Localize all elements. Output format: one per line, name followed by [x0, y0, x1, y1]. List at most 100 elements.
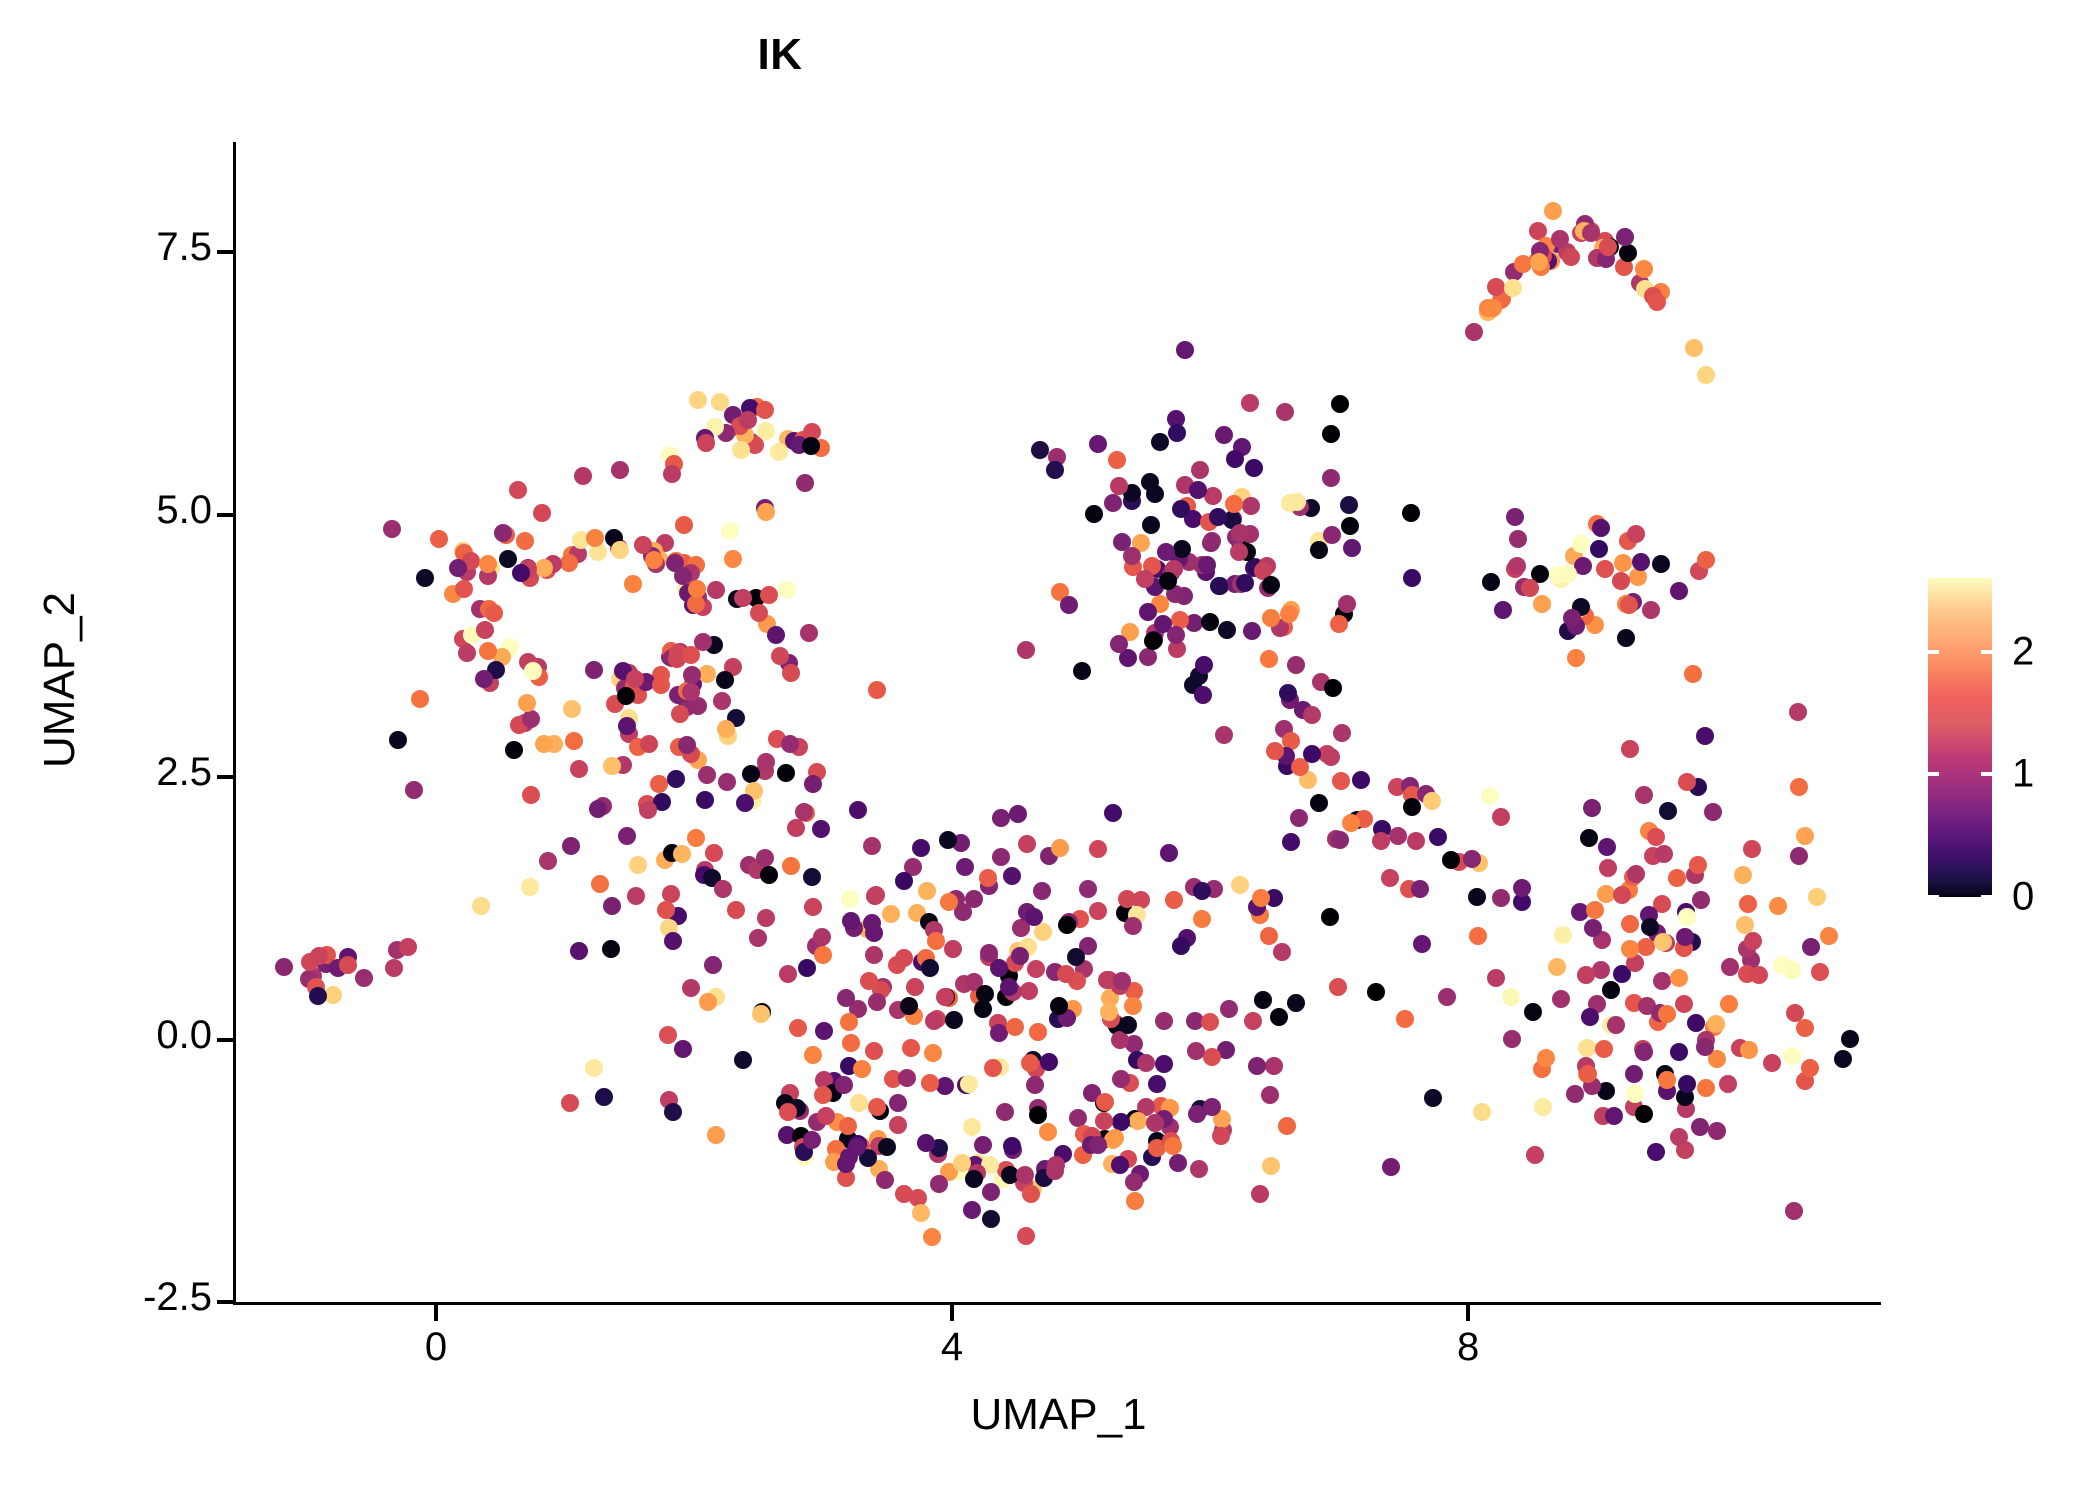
scatter-point — [1371, 831, 1390, 850]
scatter-point — [726, 900, 745, 919]
scatter-point — [1536, 1048, 1555, 1067]
scatter-point — [1612, 965, 1631, 984]
scatter-point — [714, 880, 733, 899]
scatter-point — [1677, 1074, 1696, 1093]
scatter-point — [1619, 596, 1638, 615]
scatter-point — [757, 752, 776, 771]
scatter-point — [1194, 685, 1213, 704]
scatter-point — [1125, 1034, 1144, 1053]
scatter-point — [1021, 1184, 1040, 1203]
scatter-point — [1186, 1041, 1205, 1060]
colorbar-tick-label: 1 — [2012, 751, 2035, 796]
scatter-point — [633, 535, 652, 554]
scatter-point — [1129, 1111, 1148, 1130]
scatter-point — [838, 1116, 857, 1135]
scatter-point — [1309, 793, 1328, 812]
scatter-point — [1103, 804, 1122, 823]
scatter-point — [1628, 567, 1647, 586]
scatter-point — [1166, 410, 1185, 429]
scatter-point — [1614, 258, 1633, 277]
scatter-point — [1508, 530, 1527, 549]
colorbar-gradient — [1928, 578, 1992, 897]
colorbar-tick-mark — [1928, 772, 1939, 777]
scatter-point — [1303, 705, 1322, 724]
scatter-point — [1412, 934, 1431, 953]
scatter-point — [1079, 937, 1098, 956]
scatter-point — [698, 992, 717, 1011]
scatter-point — [1785, 1202, 1804, 1221]
scatter-point — [1108, 451, 1127, 470]
scatter-point — [1078, 879, 1097, 898]
scatter-point — [1118, 889, 1137, 908]
scatter-point — [1637, 937, 1656, 956]
scatter-point — [1762, 1053, 1781, 1072]
colorbar-tick-mark — [1928, 895, 1939, 899]
scatter-point — [706, 580, 725, 599]
scatter-point — [734, 589, 753, 608]
scatter-point — [1189, 481, 1208, 500]
scatter-point — [1403, 568, 1422, 587]
scatter-point — [1625, 1064, 1644, 1083]
scatter-point — [1321, 748, 1340, 767]
scatter-point — [1352, 771, 1371, 790]
scatter-point — [924, 1044, 943, 1063]
scatter-point — [1275, 402, 1294, 421]
scatter-point — [534, 735, 553, 754]
scatter-point — [770, 647, 789, 666]
scatter-point — [664, 931, 683, 950]
scatter-point — [1773, 956, 1792, 975]
scatter-point — [1719, 994, 1738, 1013]
scatter-point — [1211, 1126, 1230, 1145]
scatter-point — [1011, 946, 1030, 965]
scatter-point — [1103, 494, 1122, 512]
scatter-point — [1341, 516, 1360, 535]
scatter-point — [1480, 787, 1499, 806]
scatter-point — [1739, 895, 1758, 914]
scatter-point — [841, 911, 860, 930]
scatter-point — [1132, 533, 1151, 552]
scatter-point — [1704, 802, 1723, 821]
scatter-point — [1066, 948, 1085, 967]
scatter-point — [1800, 1058, 1819, 1077]
scatter-point — [644, 551, 663, 570]
scatter-point — [617, 827, 636, 846]
scatter-point — [1647, 827, 1666, 846]
scatter-point — [1253, 990, 1272, 1009]
scatter-point — [1503, 1029, 1522, 1048]
scatter-point — [963, 1117, 982, 1136]
scatter-point — [1790, 846, 1809, 865]
scatter-point — [640, 734, 659, 753]
scatter-point — [1171, 937, 1190, 956]
scatter-point — [1331, 772, 1350, 791]
scatter-point — [533, 503, 551, 522]
scatter-point — [864, 946, 883, 965]
scatter-point — [989, 1024, 1008, 1043]
scatter-point — [748, 929, 767, 948]
scatter-point — [1697, 550, 1716, 569]
scatter-point — [1254, 562, 1273, 581]
scatter-point — [1620, 939, 1639, 958]
scatter-point — [1192, 910, 1211, 929]
x-tick-label: 4 — [940, 1325, 964, 1369]
scatter-point — [1616, 629, 1635, 648]
scatter-point — [1328, 978, 1347, 997]
scatter-point — [1618, 243, 1637, 262]
scatter-point — [588, 543, 607, 562]
scatter-point — [918, 881, 937, 900]
scatter-point — [742, 764, 761, 783]
scatter-point — [1514, 254, 1533, 273]
scatter-point — [1582, 224, 1601, 243]
scatter-point — [953, 1153, 972, 1172]
scatter-point — [781, 857, 800, 876]
scatter-point — [1236, 573, 1255, 592]
scatter-point — [1017, 835, 1036, 854]
scatter-point — [1407, 832, 1426, 851]
scatter-point — [673, 1040, 692, 1059]
scatter-point — [1039, 1053, 1058, 1072]
scatter-point — [733, 1050, 752, 1069]
scatter-point — [689, 390, 708, 409]
scatter-point — [814, 946, 833, 965]
scatter-point — [494, 523, 513, 542]
scatter-point — [1621, 739, 1640, 758]
scatter-point — [1230, 542, 1249, 561]
